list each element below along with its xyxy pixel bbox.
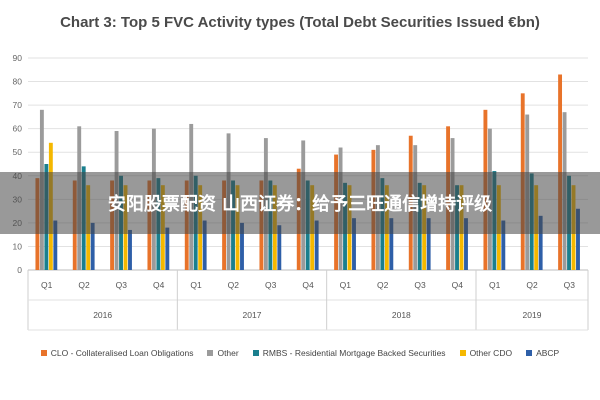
bar <box>90 222 95 270</box>
legend-label: Other <box>217 348 239 358</box>
x-tick-label: Q2 <box>526 280 538 290</box>
year-label: 2016 <box>93 310 112 320</box>
x-tick-label: Q3 <box>265 280 277 290</box>
bar <box>128 229 132 270</box>
x-tick-label: Q2 <box>228 280 240 290</box>
y-tick-label: 70 <box>13 100 23 110</box>
legend-swatch <box>40 350 47 356</box>
y-tick-label: 0 <box>17 265 22 275</box>
x-tick-label: Q3 <box>414 280 426 290</box>
bar <box>389 218 394 270</box>
chart-legend: CLO - Collateralised Loan Obligations Oth… <box>0 348 600 358</box>
bar <box>53 220 58 270</box>
legend-swatch <box>207 350 214 356</box>
bar <box>501 220 506 270</box>
y-tick-label: 90 <box>13 53 23 63</box>
bar <box>240 222 244 270</box>
y-tick-label: 10 <box>13 241 23 251</box>
bar <box>576 208 580 270</box>
chart-title: Chart 3: Top 5 FVC Activity types (Total… <box>60 14 540 31</box>
bar <box>352 218 356 270</box>
x-tick-label: Q4 <box>452 280 464 290</box>
legend-label: CLO - Collateralised Loan Obligations <box>50 348 194 358</box>
x-tick-label: Q4 <box>302 280 314 290</box>
x-tick-label: Q3 <box>116 280 128 290</box>
overlay-banner: 安阳股票配资 山西证券：给予三旺通信增持评级 <box>0 172 600 234</box>
x-tick-label: Q2 <box>377 280 389 290</box>
x-tick-label: Q1 <box>489 280 501 290</box>
x-tick-label: Q1 <box>340 280 352 290</box>
legend-item: Other CDO <box>459 348 513 358</box>
legend-item: Other <box>207 348 239 358</box>
bar <box>426 218 431 270</box>
x-tick-label: Q1 <box>41 280 53 290</box>
year-label: 2018 <box>392 310 411 320</box>
x-tick-label: Q3 <box>564 280 576 290</box>
bar <box>538 215 543 270</box>
bar <box>314 220 319 270</box>
bar <box>277 225 282 270</box>
year-label: 2019 <box>523 310 542 320</box>
bar <box>165 227 170 270</box>
legend-swatch <box>526 350 533 356</box>
legend-item: CLO - Collateralised Loan Obligations <box>40 348 194 358</box>
year-label: 2017 <box>243 310 262 320</box>
legend-swatch <box>252 350 259 356</box>
legend-item: RMBS - Residential Mortgage Backed Secur… <box>252 348 446 358</box>
y-tick-label: 80 <box>13 77 23 87</box>
y-tick-label: 60 <box>13 124 23 134</box>
x-tick-label: Q2 <box>78 280 90 290</box>
legend-swatch <box>459 350 466 356</box>
x-tick-label: Q4 <box>153 280 165 290</box>
legend-item: ABCP <box>526 348 559 358</box>
y-tick-label: 50 <box>13 147 23 157</box>
bar <box>464 218 468 270</box>
legend-label: RMBS - Residential Mortgage Backed Secur… <box>262 348 446 358</box>
bar <box>202 220 207 270</box>
x-tick-label: Q1 <box>190 280 202 290</box>
legend-label: ABCP <box>536 348 560 358</box>
legend-label: Other CDO <box>469 348 513 358</box>
